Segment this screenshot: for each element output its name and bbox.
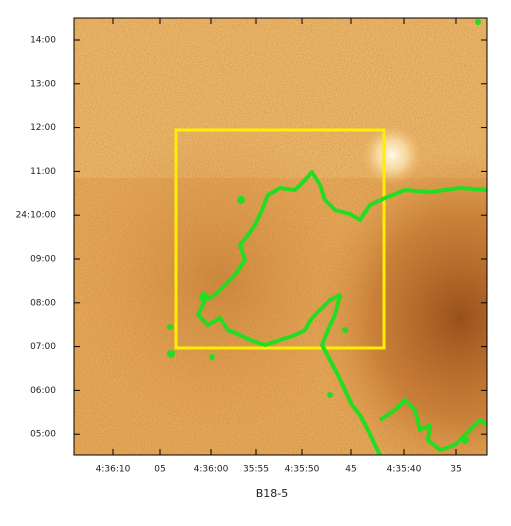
x-tick-label: 35: [450, 465, 461, 475]
selection-box: [174, 128, 386, 350]
y-tick-label: 12:00: [30, 123, 56, 133]
y-tick-label: 14:00: [30, 36, 56, 46]
contour: [196, 170, 487, 455]
y-tick-label: 08:00: [30, 298, 56, 308]
y-tick-label: 05:00: [30, 430, 56, 440]
y-tick-label: 06:00: [30, 386, 56, 396]
x-tick-label: 35:55: [243, 465, 269, 475]
contour-blobs: [167, 19, 481, 444]
x-tick-label: 05: [154, 465, 165, 475]
image-title: B18-5: [256, 487, 289, 500]
sky-image: [74, 18, 487, 455]
y-tick-label: 13:00: [30, 79, 56, 89]
y-tick-label: 11:00: [30, 167, 56, 177]
x-tick-label: 4:35:40: [387, 465, 422, 475]
x-tick-label: 4:35:50: [285, 465, 320, 475]
x-tick-label: 4:36:00: [194, 465, 229, 475]
y-tick-label: 24:10:00: [16, 211, 57, 221]
frame: [73, 17, 488, 456]
y-tick-label: 07:00: [30, 342, 56, 352]
x-tick-label: 4:36:10: [96, 465, 131, 475]
x-tick-label: 45: [345, 465, 356, 475]
y-tick-label: 09:00: [30, 255, 56, 265]
